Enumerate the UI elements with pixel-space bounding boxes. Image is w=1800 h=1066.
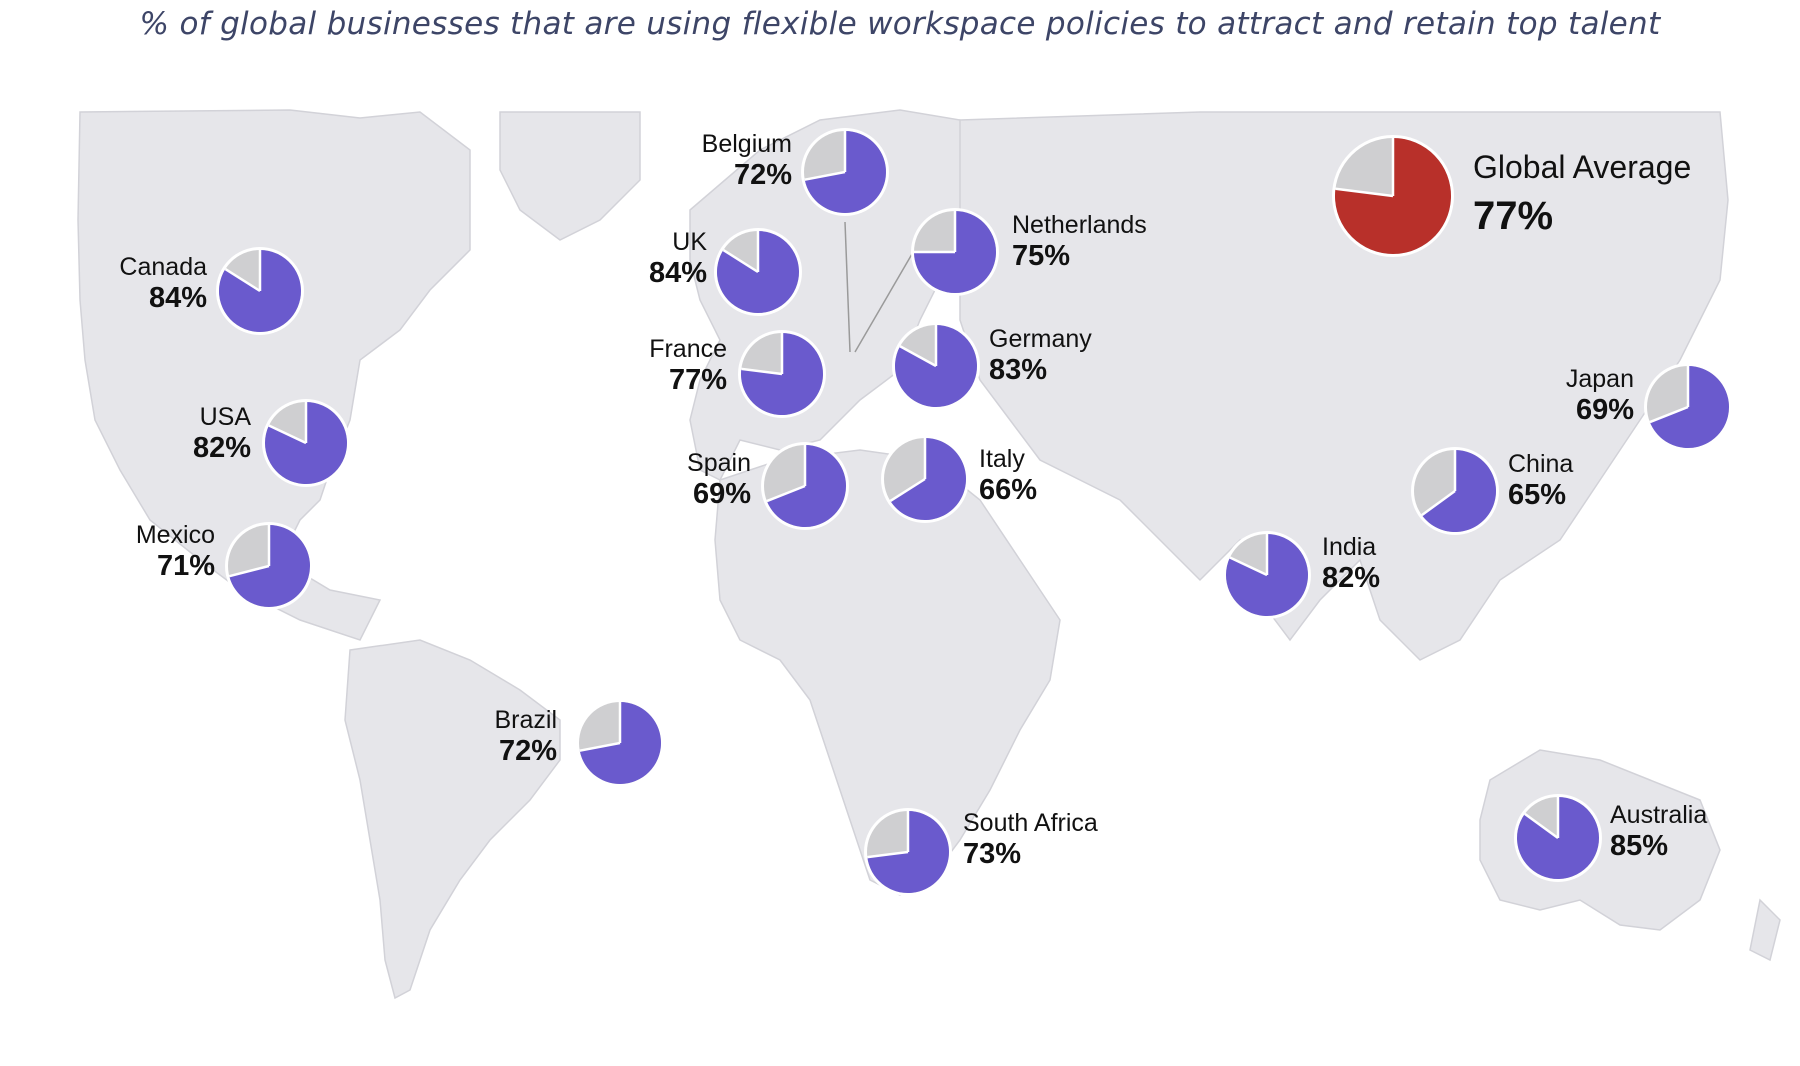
new-zealand-land <box>1749 898 1781 962</box>
greenland-land <box>499 111 641 241</box>
belgium-leader-line <box>844 221 851 353</box>
belgium-label: Belgium <box>702 130 792 158</box>
belgium-value-label: 72% <box>734 159 792 191</box>
belgium-pie-separator-end <box>804 170 846 181</box>
india-value-label: 82% <box>1322 562 1380 594</box>
global-average-label: Global Average <box>1473 149 1691 185</box>
india-label: India <box>1322 533 1376 561</box>
canada-value-label: 84% <box>149 282 207 314</box>
south-africa-label: South Africa <box>963 809 1098 837</box>
world-land-shapes <box>77 109 1781 1000</box>
canada-label: Canada <box>119 253 207 281</box>
italy-pie <box>881 435 969 523</box>
spain-label: Spain <box>687 449 751 477</box>
mexico-label: Mexico <box>136 521 215 549</box>
spain-pie-separator-end <box>766 484 806 503</box>
india-pie-separator-end <box>1229 556 1268 577</box>
germany-label: Germany <box>989 325 1092 353</box>
germany-pie-separator-end <box>899 345 937 368</box>
uk-value-label: 84% <box>649 257 707 289</box>
china-pie-separator-end <box>1421 489 1456 517</box>
australia-label: Australia <box>1610 801 1707 829</box>
south-america-land <box>344 639 561 1000</box>
france-pie <box>738 330 826 418</box>
italy-value-label: 66% <box>979 474 1037 506</box>
global-average-pie-separator-end <box>1335 187 1394 198</box>
usa-pie-separator-end <box>268 424 307 445</box>
canada-pie <box>216 247 304 335</box>
usa-label: USA <box>200 403 252 431</box>
mexico-pie-separator-end <box>228 564 270 578</box>
belgium-pie <box>801 128 889 216</box>
south-africa-pie <box>864 808 952 896</box>
italy-label: Italy <box>979 445 1025 473</box>
spain-pie <box>761 442 849 530</box>
france-label: France <box>649 335 727 363</box>
brazil-value-label: 72% <box>499 735 557 767</box>
italy-pie-slice <box>890 438 966 520</box>
japan-pie-separator-end <box>1649 405 1689 424</box>
spain-pie-slice <box>766 444 847 527</box>
netherlands-label: Netherlands <box>1012 211 1147 239</box>
brazil-label: Brazil <box>494 706 557 734</box>
usa-pie <box>262 399 350 487</box>
france-pie-separator-end <box>741 367 783 376</box>
netherlands-leader-line <box>854 253 913 353</box>
netherlands-pie <box>911 208 999 296</box>
south-africa-value-label: 73% <box>963 838 1021 870</box>
mexico-pie <box>225 522 313 610</box>
japan-pie-slice <box>1649 365 1730 448</box>
china-value-label: 65% <box>1508 479 1566 511</box>
italy-pie-separator-end <box>889 477 926 503</box>
china-label: China <box>1508 450 1573 478</box>
japan-pie <box>1644 363 1732 451</box>
spain-value-label: 69% <box>693 478 751 510</box>
india-pie <box>1223 531 1311 619</box>
asia-land <box>959 111 1729 661</box>
australia-value-label: 85% <box>1610 830 1668 862</box>
global-average-value-label: 77% <box>1473 194 1553 238</box>
japan-value-label: 69% <box>1576 394 1634 426</box>
leader-lines <box>844 221 913 353</box>
uk-label: UK <box>672 228 707 256</box>
brazil-pie <box>576 699 664 787</box>
germany-value-label: 83% <box>989 354 1047 386</box>
global-average-pie <box>1332 135 1454 257</box>
australia-pie <box>1514 794 1602 882</box>
uk-pie <box>714 228 802 316</box>
page-title: % of global businesses that are using fl… <box>139 6 1661 42</box>
canada-pie-separator-end <box>224 267 261 293</box>
japan-label: Japan <box>1566 365 1634 393</box>
country-pies: Belgium72%Netherlands75%UK84%Canada84%Fr… <box>119 128 1732 896</box>
south-africa-pie-separator-end <box>867 850 909 859</box>
brazil-pie-separator-end <box>579 741 621 752</box>
china-pie-slice <box>1421 450 1496 532</box>
china-pie <box>1411 447 1499 535</box>
france-value-label: 77% <box>669 364 727 396</box>
mexico-value-label: 71% <box>157 550 215 582</box>
netherlands-value-label: 75% <box>1012 240 1070 272</box>
germany-pie <box>892 322 980 410</box>
usa-value-label: 82% <box>193 432 251 464</box>
uk-pie-separator-end <box>722 248 759 274</box>
australia-pie-separator-end <box>1524 812 1559 840</box>
